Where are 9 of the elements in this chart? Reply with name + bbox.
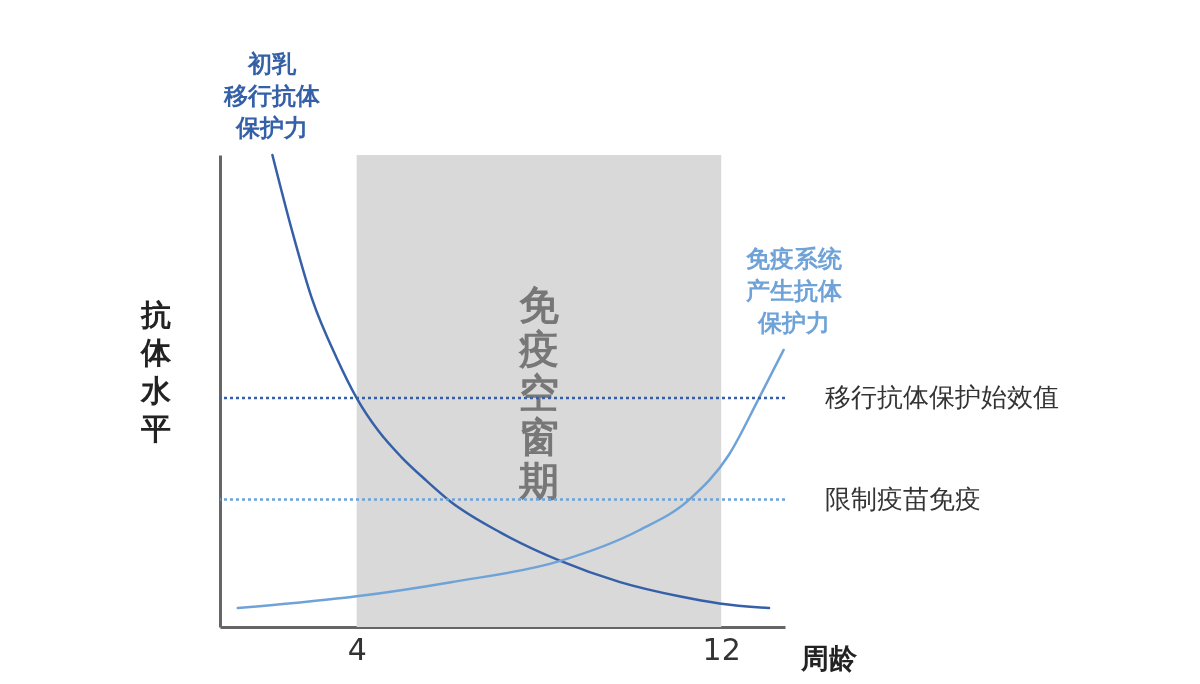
x-axis-title: 周龄 [799,641,858,675]
band-label: 免疫空窗期 [517,282,559,505]
ref-line-label: 移行抗体保护始效值 [825,382,1059,413]
x-tick-label: 4 [347,631,367,667]
text: 初乳移行抗体保护力 [223,50,322,142]
series-label: 免疫系统产生抗体保护力 [744,244,843,337]
ref-line-label: 限制疫苗免疫 [825,483,981,514]
x-tick-label: 12 [702,631,741,667]
y-axis-title: 抗体水平 [139,296,172,446]
